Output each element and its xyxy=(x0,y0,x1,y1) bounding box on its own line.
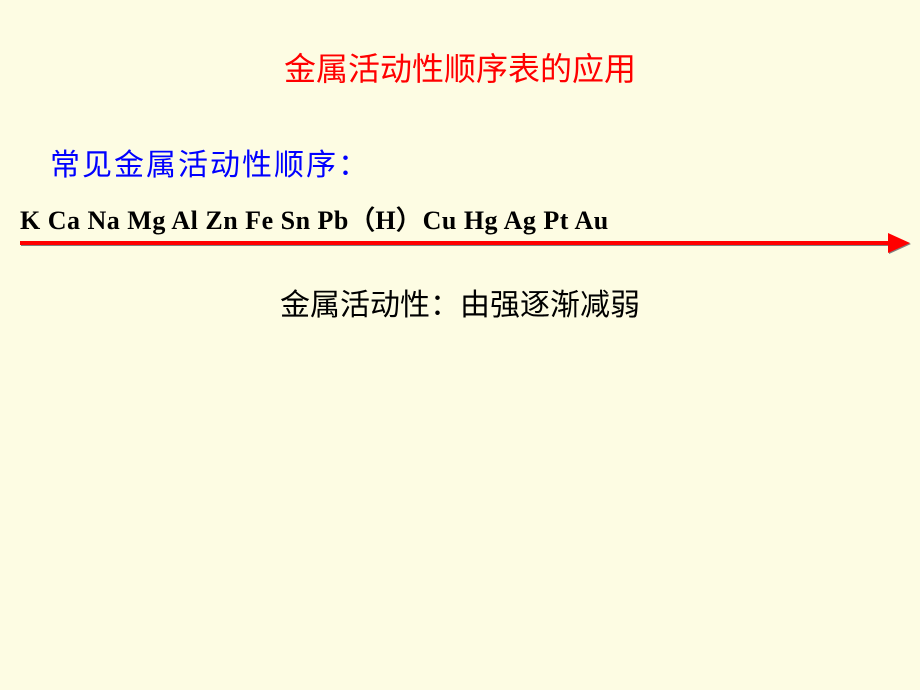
arrow-line xyxy=(20,241,890,245)
subtitle: 常见金属活动性顺序： xyxy=(50,140,370,184)
activity-series-elements: K Ca Na Mg Al Zn Fe Sn Pb（H）Cu Hg Ag Pt … xyxy=(20,200,609,237)
arrow-head-icon xyxy=(888,233,910,253)
page-title: 金属活动性顺序表的应用 xyxy=(284,44,636,90)
activity-trend-label: 金属活动性：由强逐渐减弱 xyxy=(280,280,640,324)
arrow-container xyxy=(20,235,910,255)
